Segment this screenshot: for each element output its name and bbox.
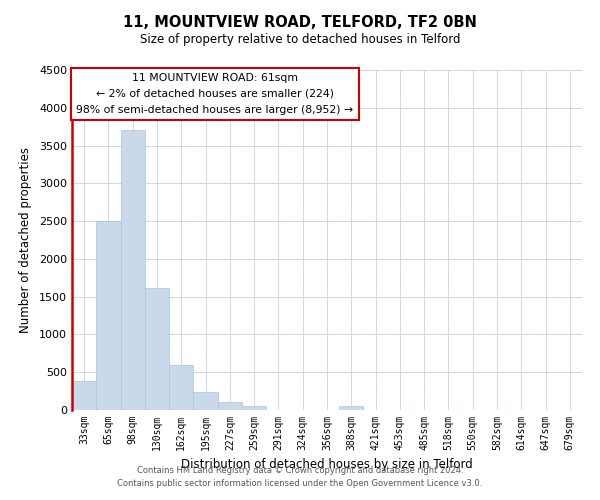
Bar <box>72 382 96 410</box>
Bar <box>121 130 145 410</box>
Y-axis label: Number of detached properties: Number of detached properties <box>19 147 32 333</box>
Bar <box>169 364 193 410</box>
Bar <box>145 288 169 410</box>
X-axis label: Distribution of detached houses by size in Telford: Distribution of detached houses by size … <box>181 458 473 471</box>
Bar <box>193 392 218 410</box>
Text: 11 MOUNTVIEW ROAD: 61sqm
← 2% of detached houses are smaller (224)
98% of semi-d: 11 MOUNTVIEW ROAD: 61sqm ← 2% of detache… <box>76 74 353 114</box>
Text: Size of property relative to detached houses in Telford: Size of property relative to detached ho… <box>140 32 460 46</box>
Text: 11, MOUNTVIEW ROAD, TELFORD, TF2 0BN: 11, MOUNTVIEW ROAD, TELFORD, TF2 0BN <box>123 15 477 30</box>
Bar <box>218 402 242 410</box>
Bar <box>96 221 121 410</box>
Bar <box>242 406 266 410</box>
Bar <box>339 406 364 410</box>
Text: Contains HM Land Registry data © Crown copyright and database right 2024.
Contai: Contains HM Land Registry data © Crown c… <box>118 466 482 487</box>
